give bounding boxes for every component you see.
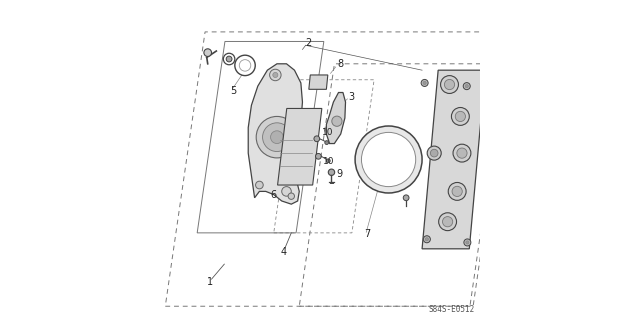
Text: 7: 7: [364, 229, 370, 240]
Circle shape: [425, 238, 428, 241]
Text: 10: 10: [323, 157, 334, 166]
Circle shape: [423, 81, 426, 85]
Circle shape: [455, 111, 465, 122]
Circle shape: [239, 60, 251, 71]
Circle shape: [452, 186, 462, 197]
Circle shape: [421, 79, 428, 86]
Circle shape: [255, 181, 263, 189]
Circle shape: [269, 69, 281, 81]
Circle shape: [430, 149, 438, 157]
Circle shape: [256, 116, 298, 158]
Circle shape: [328, 169, 335, 175]
Polygon shape: [326, 93, 346, 144]
Circle shape: [332, 116, 342, 126]
Circle shape: [440, 76, 458, 93]
Text: 8: 8: [337, 59, 344, 69]
Polygon shape: [309, 75, 328, 89]
Circle shape: [355, 126, 422, 193]
Text: 3: 3: [349, 92, 355, 102]
Polygon shape: [278, 108, 322, 185]
Circle shape: [464, 239, 471, 246]
Circle shape: [465, 85, 468, 88]
Ellipse shape: [291, 154, 298, 165]
Text: 2: 2: [305, 38, 311, 48]
Circle shape: [226, 56, 232, 62]
Circle shape: [273, 72, 278, 78]
Circle shape: [271, 131, 284, 144]
Text: 10: 10: [321, 128, 333, 137]
Circle shape: [453, 144, 471, 162]
Circle shape: [262, 123, 291, 152]
Ellipse shape: [292, 115, 300, 128]
Circle shape: [314, 136, 320, 142]
Circle shape: [463, 83, 470, 90]
Circle shape: [324, 141, 328, 145]
Circle shape: [427, 146, 441, 160]
Circle shape: [457, 148, 467, 158]
Text: 6: 6: [271, 189, 277, 200]
Circle shape: [448, 182, 466, 200]
Circle shape: [326, 159, 330, 163]
Text: S84S-E0512: S84S-E0512: [428, 305, 475, 314]
Circle shape: [235, 55, 255, 76]
Text: 9: 9: [336, 169, 342, 179]
Circle shape: [444, 79, 454, 90]
Circle shape: [223, 53, 235, 65]
Text: 5: 5: [230, 86, 236, 96]
Circle shape: [423, 236, 430, 243]
Circle shape: [282, 187, 291, 196]
Circle shape: [204, 49, 212, 56]
Text: 1: 1: [207, 277, 213, 287]
Circle shape: [442, 217, 452, 227]
Circle shape: [362, 132, 416, 187]
Circle shape: [438, 213, 456, 231]
Text: 4: 4: [280, 247, 286, 257]
Circle shape: [403, 195, 409, 201]
Circle shape: [316, 153, 321, 159]
Circle shape: [288, 193, 294, 199]
Polygon shape: [248, 64, 303, 204]
Circle shape: [466, 241, 469, 244]
Polygon shape: [422, 70, 485, 249]
Circle shape: [451, 108, 469, 125]
